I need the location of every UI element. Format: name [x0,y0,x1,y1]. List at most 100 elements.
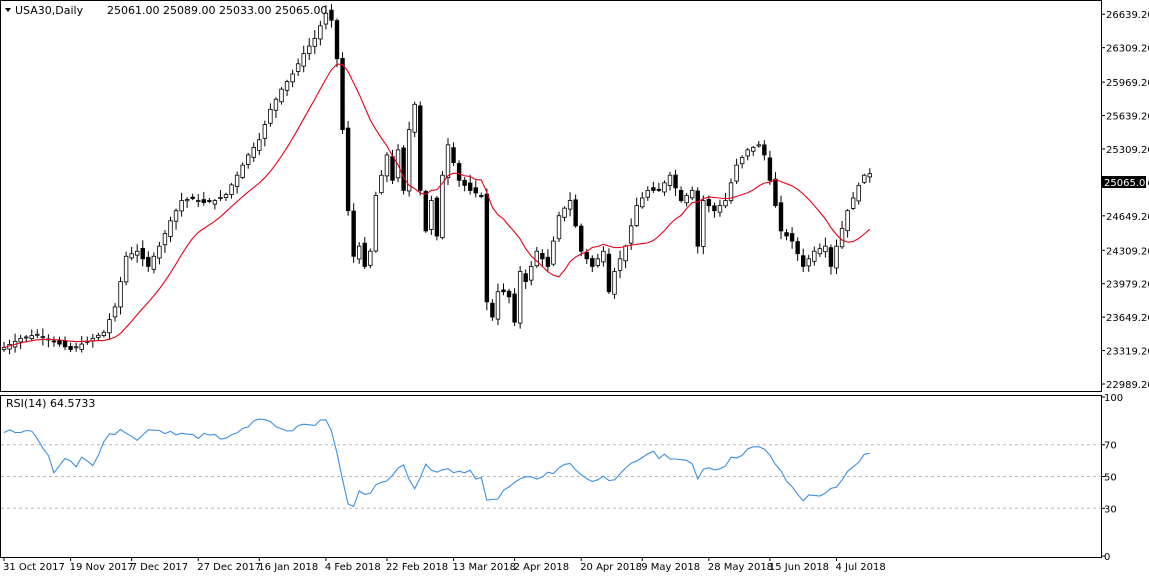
candle-body [429,200,434,230]
date-tick-label: 31 Oct 2017 [3,562,65,573]
chart-symbol-label: USA30,Daily [15,4,84,17]
candle-body [734,164,739,182]
candle-body [856,184,861,202]
candle-body [473,187,478,194]
date-tick-label: 19 Nov 2017 [70,562,134,573]
candle-body [218,197,223,199]
candle-body [279,88,284,103]
price-panel-frame [0,0,1102,392]
candle-body [684,195,689,204]
candle-body [812,250,817,262]
candle-body [79,343,84,350]
ma-group [3,63,871,349]
candle-body [634,205,639,226]
candle-body [512,293,517,323]
candle-body [345,127,351,212]
candle-body [667,174,673,186]
candle-body [368,250,373,266]
candle-body [556,215,562,240]
rsi-line [3,418,870,508]
candle-body [223,194,229,198]
candle-body [712,205,717,212]
candle-body [490,302,495,318]
candle-body [101,331,107,336]
candle-body [551,240,556,265]
candle-body [451,147,456,163]
candle-body [678,189,684,201]
candle-body [773,178,778,207]
candle-body [57,339,62,345]
candle-body [312,38,317,47]
candle-body [517,271,523,324]
candle-body [640,197,645,208]
candle-body [212,200,218,205]
candle-body [595,258,601,266]
candle-body [601,250,606,263]
rsi-tick-label: 0 [1104,552,1110,563]
candle-body [351,210,356,257]
candle-body [301,53,306,67]
candle-body [612,271,617,295]
date-tick-label: 4 Jul 2018 [836,562,886,573]
rsi-tick-label: 30 [1104,504,1117,515]
candle-body [706,199,712,207]
date-tick-label: 13 Mar 2018 [453,562,516,573]
candle-body [401,147,406,191]
candle-body [867,173,872,178]
candle-body [590,257,595,267]
candle-body [656,188,662,191]
candle-body [484,193,490,303]
candle-body [506,290,512,298]
date-tick-label: 7 Dec 2017 [131,562,189,573]
current-price-tag [1102,176,1146,188]
candle-body [262,124,268,139]
collapse-arrow-icon[interactable] [5,8,11,12]
candle-body [529,266,534,281]
candle-body [196,200,201,202]
candle-body [839,228,845,248]
candle-body [257,139,262,151]
candle-body [245,154,251,165]
candle-body [540,252,545,260]
price-tick-label: 25639.20 [1106,112,1149,123]
candle-body [157,245,162,259]
candle-body [795,241,800,255]
rsi-group [3,418,870,508]
price-tick-label: 22989.20 [1106,380,1149,391]
candle-body [534,250,539,267]
rsi-label: RSI(14) 64.5733 [6,397,95,410]
candle-body [390,156,395,181]
candle-body [723,200,728,207]
candle-body [462,179,467,186]
candle-body [739,157,745,165]
candle-body [579,225,584,252]
date-tick-label: 20 Apr 2018 [580,562,642,573]
candle-body [268,108,273,124]
candle-body [651,187,656,191]
candle-body [695,190,700,247]
candle-body [850,197,856,209]
date-tick-label: 4 Feb 2018 [325,562,381,573]
price-tick-label: 25969.20 [1106,78,1149,89]
candle-body [523,273,528,283]
candle-body [479,195,484,197]
candle-body [118,281,123,308]
candle-body [123,255,129,283]
candle-body [834,245,839,269]
price-tick-label: 23979.20 [1106,280,1149,291]
candle-body [18,337,23,343]
candle-body [184,199,190,202]
candle-body [112,306,118,318]
candle-body [51,340,57,343]
candle-body [334,20,340,60]
candle-body [828,247,834,267]
price-tick-label: 24309.20 [1106,246,1149,257]
candle-body [340,57,345,131]
candle-body [96,334,101,338]
candle-body [62,340,68,348]
candle-body [767,157,773,181]
price-tick-label: 26639.20 [1106,10,1149,21]
